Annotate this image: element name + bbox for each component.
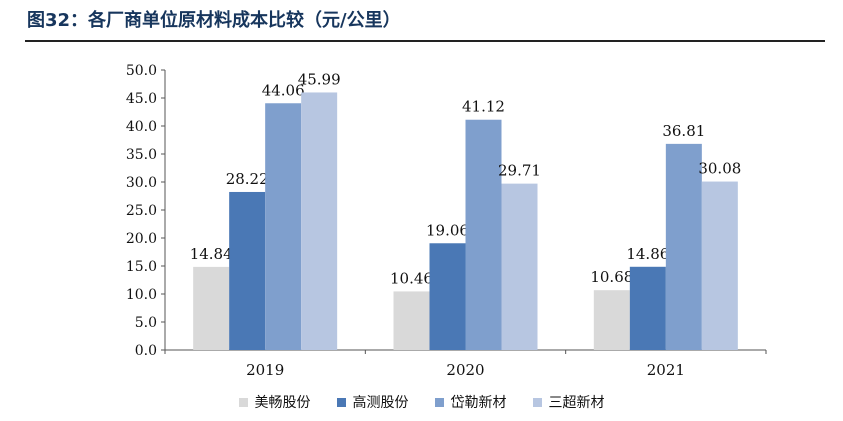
bar: [701, 181, 738, 350]
legend-swatch: [434, 397, 444, 407]
bar: [629, 266, 666, 350]
bar: [393, 291, 430, 350]
data-label: 14.86: [626, 245, 669, 263]
data-label: 30.08: [698, 160, 741, 178]
data-label: 19.06: [426, 221, 469, 239]
legend-label: 美畅股份: [254, 395, 311, 411]
y-tick-label: 45.0: [126, 91, 157, 107]
x-category-label: 2021: [647, 361, 685, 379]
y-tick-label: 10.0: [126, 287, 157, 303]
data-label: 45.99: [298, 70, 341, 88]
bar: [429, 243, 466, 350]
data-label: 10.68: [590, 268, 633, 286]
bar: [501, 183, 538, 350]
y-tick-label: 30.0: [126, 175, 157, 191]
chart-legend: 美畅股份 高测股份 岱勒新材 三超新材: [0, 392, 843, 412]
bar: [265, 103, 302, 350]
y-tick-label: 25.0: [126, 203, 157, 219]
bar: [301, 92, 338, 351]
legend-label: 高测股份: [352, 395, 409, 411]
y-tick-label: 5.0: [135, 315, 157, 331]
legend-item: 高测股份: [336, 392, 409, 412]
bar: [229, 191, 266, 350]
bar: [593, 290, 630, 350]
y-tick-label: 40.0: [126, 119, 157, 135]
title-divider: [25, 40, 825, 42]
data-label: 29.71: [498, 162, 541, 180]
legend-swatch: [532, 397, 542, 407]
data-label: 44.06: [262, 81, 305, 99]
legend-swatch: [238, 397, 248, 407]
figure-title: 图32：各厂商单位原材料成本比较（元/公里）: [27, 10, 401, 31]
legend-label: 岱勒新材: [450, 395, 507, 411]
legend-swatch: [336, 397, 346, 407]
y-tick-label: 35.0: [126, 147, 157, 163]
legend-item: 美畅股份: [238, 392, 311, 412]
legend-label: 三超新材: [548, 395, 605, 411]
bar: [193, 266, 230, 350]
bar-chart: 0.0 5.0 10.0 15.0 20.0 25.0 30.0 35.0 40.0 45.0 50…: [126, 63, 767, 379]
legend-item: 三超新材: [532, 392, 605, 412]
bar: [465, 119, 502, 350]
legend-item: 岱勒新材: [434, 392, 507, 412]
data-label: 14.84: [190, 245, 233, 263]
data-label: 36.81: [662, 122, 705, 140]
y-tick-label: 15.0: [126, 259, 157, 275]
y-tick-label: 20.0: [126, 231, 157, 247]
data-label: 10.46: [390, 269, 433, 287]
x-category-label: 2020: [446, 361, 484, 379]
bar: [665, 143, 702, 350]
data-label: 41.12: [462, 98, 505, 116]
y-tick-label: 50.0: [126, 63, 157, 79]
data-label: 28.22: [226, 170, 269, 188]
y-tick-label: 0.0: [135, 343, 157, 359]
x-category-label: 2019: [246, 361, 284, 379]
